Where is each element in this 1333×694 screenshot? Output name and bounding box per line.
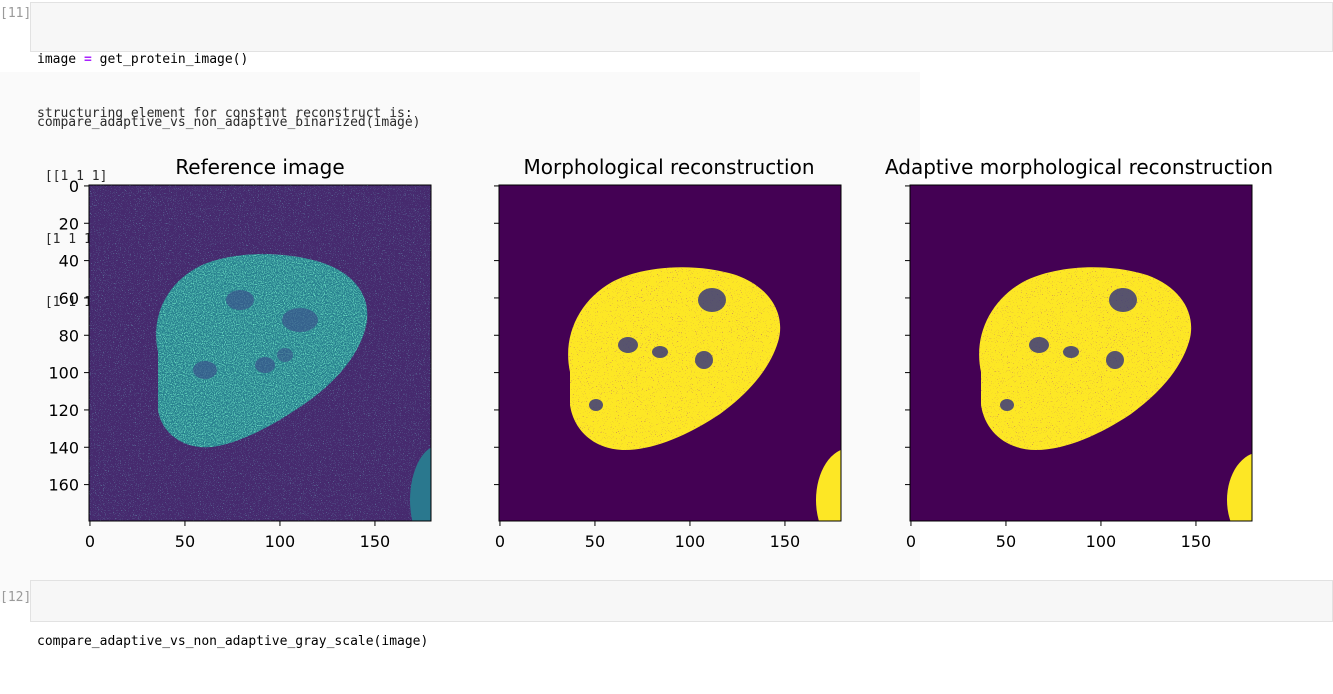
plot-title: Morphological reconstruction [524, 155, 815, 179]
x-tick-label: 0 [495, 532, 505, 551]
code-line: image = get_protein_image() [37, 52, 249, 67]
x-tick-label: 50 [585, 532, 605, 551]
y-tick-label: 100 [48, 364, 79, 383]
code-editor[interactable]: compare_adaptive_vs_non_adaptive_gray_sc… [31, 581, 1332, 694]
plot-title: Adaptive morphological reconstruction [885, 155, 1273, 179]
cell-prompt: [11]: [0, 6, 30, 21]
code-cell[interactable]: image = get_protein_image() compare_adap… [30, 2, 1333, 130]
x-tick-label: 0 [906, 532, 916, 551]
code-cell[interactable]: compare_adaptive_vs_non_adaptive_gray_sc… [30, 580, 1333, 649]
cell-prompt: [12]: [0, 590, 30, 605]
y-tick-label: 40 [59, 252, 79, 271]
morphological-reconstruction-panel [499, 185, 841, 521]
assignment-operator: = [83, 52, 92, 67]
y-tick-label: 120 [48, 401, 79, 420]
y-tick-label: 140 [48, 438, 79, 457]
output-line: [[1 1 1] [37, 169, 108, 184]
code-line: compare_adaptive_vs_non_adaptive_binariz… [37, 115, 421, 130]
plot-title: Reference image [175, 155, 344, 179]
output-line: structuring element for constant reconst… [37, 106, 413, 121]
y-tick-label: 20 [59, 214, 79, 233]
code-line: compare_adaptive_vs_non_adaptive_gray_sc… [37, 634, 429, 649]
x-tick-label: 150 [770, 532, 801, 551]
x-tick-label: 50 [996, 532, 1016, 551]
y-tick-label: 80 [59, 326, 79, 345]
reference-image-panel [89, 185, 431, 521]
x-tick-label: 50 [175, 532, 195, 551]
x-tick-label: 150 [360, 532, 391, 551]
y-tick-label: 0 [69, 177, 79, 196]
cell-output: structuring element for constant reconst… [37, 61, 413, 334]
x-tick-label: 0 [85, 532, 95, 551]
figure: Reference image Morphological reconstruc… [48, 155, 1273, 551]
adaptive-reconstruction-panel [910, 185, 1252, 521]
x-tick-label: 100 [265, 532, 296, 551]
y-tick-label: 160 [48, 476, 79, 495]
y-tick-label: 60 [59, 289, 79, 308]
x-tick-label: 100 [675, 532, 706, 551]
x-tick-label: 150 [1181, 532, 1212, 551]
x-tick-label: 100 [1086, 532, 1117, 551]
code-editor[interactable]: image = get_protein_image() compare_adap… [31, 3, 1332, 175]
